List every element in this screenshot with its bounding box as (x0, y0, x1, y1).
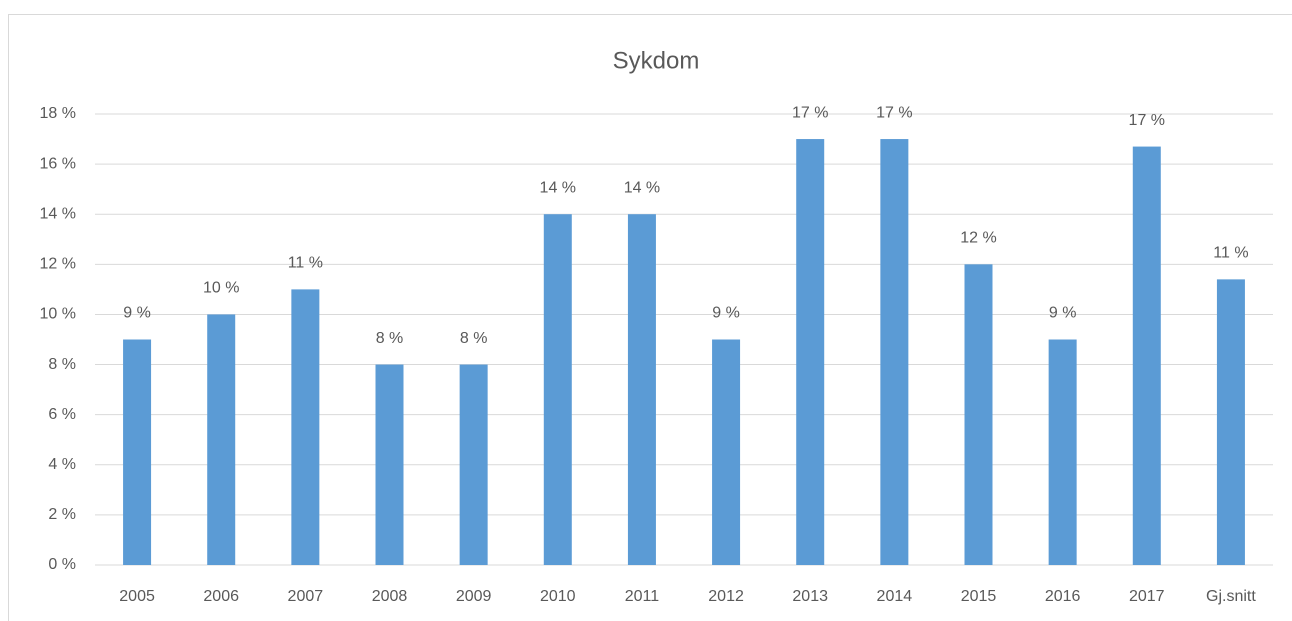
chart-title: Sykdom (613, 47, 700, 74)
y-tick-label: 0 % (48, 556, 76, 573)
data-label: 9 % (123, 305, 151, 322)
bar (291, 289, 320, 565)
x-tick-label: 2011 (625, 588, 660, 605)
data-label: 11 % (1213, 245, 1248, 262)
bar (543, 214, 572, 565)
data-label: 12 % (960, 230, 996, 247)
bar (1132, 146, 1161, 566)
y-tick-label: 10 % (40, 306, 76, 323)
x-tick-label: Gj.snitt (1206, 588, 1256, 605)
bar (880, 139, 909, 566)
bar (796, 139, 825, 566)
y-tick-label: 6 % (48, 406, 76, 423)
bar (964, 264, 993, 565)
bar (712, 339, 741, 565)
data-label: 8 % (376, 330, 404, 347)
bar (627, 214, 656, 565)
bar (459, 364, 488, 565)
data-label: 9 % (712, 305, 740, 322)
y-tick-label: 18 % (40, 105, 76, 122)
x-tick-label: 2016 (1045, 588, 1081, 605)
y-tick-label: 16 % (40, 155, 76, 172)
bar (1048, 339, 1077, 565)
y-tick-label: 4 % (48, 456, 76, 473)
x-tick-label: 2014 (877, 588, 913, 605)
x-tick-label: 2006 (203, 588, 239, 605)
data-label: 9 % (1049, 305, 1077, 322)
y-tick-label: 2 % (48, 506, 76, 523)
x-tick-label: 2012 (708, 588, 744, 605)
y-tick-label: 8 % (48, 356, 76, 373)
bar (375, 364, 404, 565)
data-label: 17 % (876, 104, 912, 121)
x-tick-label: 2015 (961, 588, 997, 605)
x-tick-label: 2007 (288, 588, 324, 605)
data-label: 10 % (203, 280, 239, 297)
y-tick-label: 12 % (40, 256, 76, 273)
data-label: 14 % (540, 179, 576, 196)
data-label: 11 % (288, 255, 323, 272)
x-tick-label: 2010 (540, 588, 576, 605)
data-label: 14 % (624, 179, 660, 196)
bar (1216, 279, 1245, 565)
data-label: 8 % (460, 330, 488, 347)
x-tick-label: 2009 (456, 588, 492, 605)
x-tick-label: 2017 (1129, 588, 1165, 605)
data-label: 17 % (1129, 112, 1165, 129)
data-label: 17 % (792, 104, 828, 121)
bar (207, 314, 236, 565)
x-tick-label: 2008 (372, 588, 408, 605)
bar (123, 339, 152, 565)
x-tick-label: 2005 (119, 588, 155, 605)
x-tick-label: 2013 (792, 588, 828, 605)
y-tick-label: 14 % (40, 205, 76, 222)
